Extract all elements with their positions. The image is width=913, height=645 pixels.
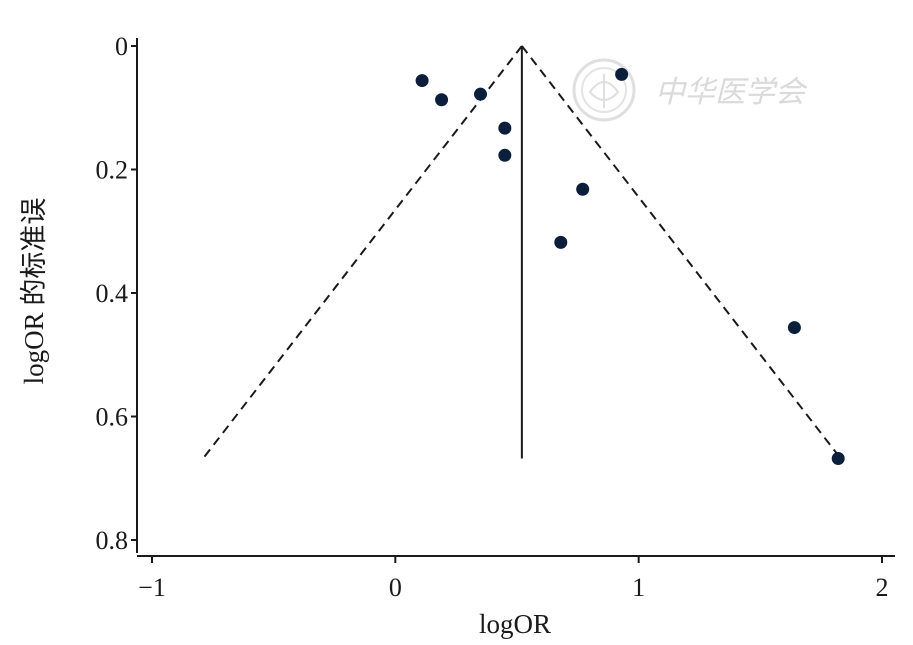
x-tick-label: 2	[876, 573, 889, 602]
data-point-8	[615, 67, 629, 81]
data-point-1	[415, 74, 429, 88]
y-tick-label: 0	[115, 32, 128, 61]
watermark-seal	[572, 58, 636, 122]
funnel-right-boundary	[521, 45, 842, 460]
data-point-9	[787, 321, 801, 335]
data-point-7	[576, 182, 590, 196]
x-axis-title: logOR	[479, 609, 551, 639]
data-points	[415, 67, 845, 465]
data-point-4	[498, 121, 512, 135]
x-tick-label: 0	[389, 573, 402, 602]
y-tick-label: 0.2	[96, 156, 129, 185]
x-tick-label: −1	[138, 573, 166, 602]
x-tick-label: 1	[632, 573, 645, 602]
data-point-5	[498, 148, 512, 162]
y-tick-label: 0.6	[96, 403, 129, 432]
data-point-6	[554, 235, 568, 249]
data-point-10	[831, 451, 845, 465]
funnel-boundary-lines	[202, 45, 842, 460]
y-axis-title: logOR 的标准误	[19, 198, 49, 385]
y-tick-label: 0.4	[96, 279, 129, 308]
data-point-3	[474, 87, 487, 101]
watermark-text: 中华医学会	[655, 75, 808, 110]
funnel-left-boundary	[202, 45, 523, 460]
y-tick-label: 0.8	[96, 526, 129, 555]
x-axis: −1 0 1 2	[137, 555, 895, 602]
y-axis: 0 0.2 0.4 0.6 0.8	[96, 32, 138, 555]
watermark: 中华医学会	[572, 58, 808, 122]
data-point-2	[435, 93, 449, 107]
